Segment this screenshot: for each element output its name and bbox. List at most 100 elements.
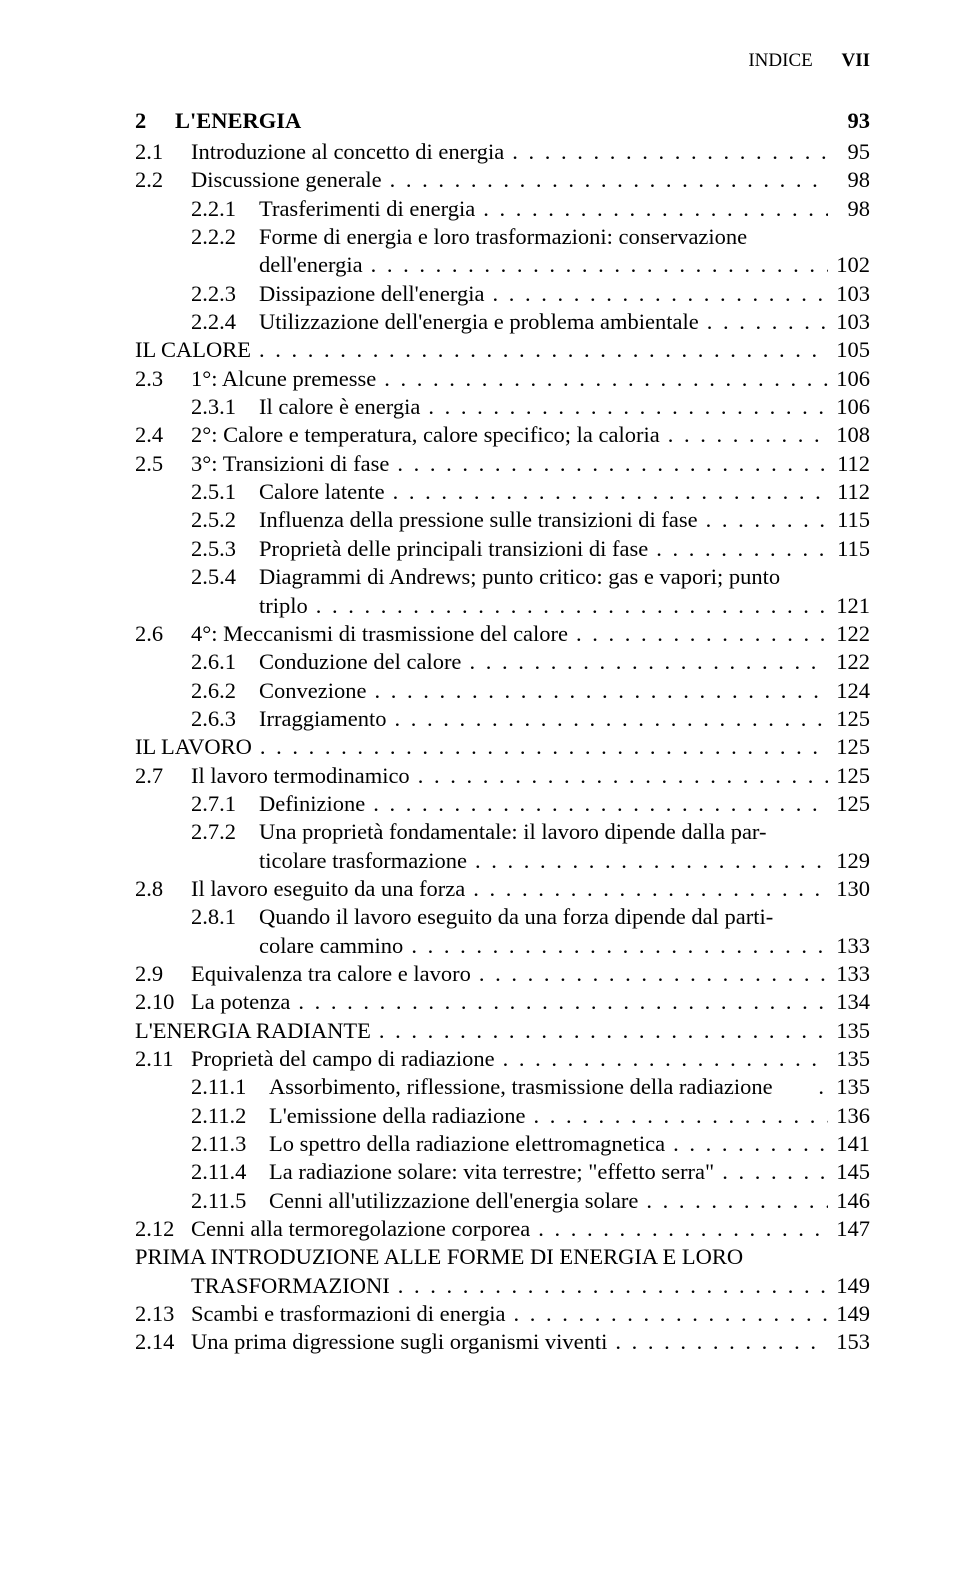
toc-entry: 2.42°: Calore e temperatura, calore spec… [135, 421, 870, 449]
leader-dots [484, 280, 828, 308]
leader-dots [461, 648, 828, 676]
entry-number: 2.5.1 [191, 478, 259, 506]
leader-dots [465, 875, 828, 903]
toc-entry: 2.5.2Influenza della pressione sulle tra… [135, 506, 870, 534]
entry-page: 124 [828, 677, 870, 705]
entry-number: 2.2.4 [191, 308, 259, 336]
toc-page: INDICE VII 2 L'ENERGIA 93 2.1Introduzion… [0, 0, 960, 1593]
entry-label: Una proprietà fondamentale: il lavoro di… [259, 818, 766, 846]
entry-page: 149 [828, 1300, 870, 1328]
chapter-number: 2 [135, 108, 175, 134]
leader-dots [251, 336, 828, 364]
entry-page: 153 [828, 1328, 870, 1356]
entry-number: 2.5.2 [191, 506, 259, 534]
leader-dots [665, 1130, 828, 1158]
toc-entry: 2.7.2Una proprietà fondamentale: il lavo… [135, 818, 870, 846]
entry-page: 147 [828, 1215, 870, 1243]
entry-page: 103 [828, 308, 870, 336]
toc-entry: IL CALORE105 [135, 336, 870, 364]
toc-entry: 2.64°: Meccanismi di trasmissione del ca… [135, 620, 870, 648]
leader-dots [607, 1328, 828, 1356]
entry-number: 2.2.1 [191, 195, 259, 223]
entry-page: 106 [828, 365, 870, 393]
entry-label: Forme di energia e loro trasformazioni: … [259, 223, 747, 251]
entry-page: 133 [828, 932, 870, 960]
chapter-page: 93 [848, 108, 871, 134]
entry-page: 134 [828, 988, 870, 1016]
entry-page: 98 [828, 166, 870, 194]
entry-number: 2.6.2 [191, 677, 259, 705]
entry-label: IL LAVORO [135, 733, 252, 761]
toc-entry: 2.9Equivalenza tra calore e lavoro133 [135, 960, 870, 988]
entry-page: 115 [828, 535, 870, 563]
leader-dots [471, 960, 828, 988]
toc-entry: 2.53°: Transizioni di fase112 [135, 450, 870, 478]
leader-dots [410, 762, 828, 790]
toc-entry: 2.2.4Utilizzazione dell'energia e proble… [135, 308, 870, 336]
entry-number: 2.8 [135, 875, 191, 903]
entry-label: Proprietà delle principali transizioni d… [259, 535, 648, 563]
toc-entry: 2.11.5Cenni all'utilizzazione dell'energ… [135, 1187, 870, 1215]
leader-dots [420, 393, 828, 421]
entry-number: 2.1 [135, 138, 191, 166]
running-header: INDICE VII [135, 50, 870, 72]
toc-entry: 2.12Cenni alla termoregolazione corporea… [135, 1215, 870, 1243]
entry-label: La radiazione solare: vita terrestre; "e… [269, 1158, 714, 1186]
entry-label: Lo spettro della radiazione elettromagne… [269, 1130, 665, 1158]
toc-entry: 2.7.1Definizione125 [135, 790, 870, 818]
entry-number: 2.14 [135, 1328, 191, 1356]
chapter-title: L'ENERGIA [175, 108, 836, 134]
entry-label: Il calore è energia [259, 393, 420, 421]
entry-label: Calore latente [259, 478, 385, 506]
entry-number: 2.5.3 [191, 535, 259, 563]
leader-dots [390, 1272, 828, 1300]
entry-page: 125 [828, 762, 870, 790]
toc-entry: colare cammino133 [135, 932, 870, 960]
entry-number: 2.12 [135, 1215, 191, 1243]
header-section: INDICE [748, 50, 812, 71]
toc-entries: 2.1Introduzione al concetto di energia95… [135, 138, 870, 1357]
leader-dots [699, 308, 828, 336]
entry-page: 122 [828, 648, 870, 676]
entry-label: Cenni all'utilizzazione dell'energia sol… [269, 1187, 638, 1215]
entry-page: 125 [828, 733, 870, 761]
toc-entry: 2.8.1Quando il lavoro eseguito da una fo… [135, 903, 870, 931]
entry-label: Una prima digressione sugli organismi vi… [191, 1328, 607, 1356]
leader-dots [495, 1045, 828, 1073]
entry-label: Conduzione del calore [259, 648, 461, 676]
entry-number: 2.2.2 [191, 223, 259, 251]
entry-number: 2.11.2 [191, 1102, 269, 1130]
entry-number: 2.7.1 [191, 790, 259, 818]
leader-dots [385, 478, 828, 506]
entry-number: 2.8.1 [191, 903, 259, 931]
toc-entry: L'ENERGIA RADIANTE135 [135, 1017, 870, 1045]
entry-label: Trasferimenti di energia [259, 195, 475, 223]
entry-page: 145 [828, 1158, 870, 1186]
toc-entry: 2.11Proprietà del campo di radiazione135 [135, 1045, 870, 1073]
entry-page: 135 [828, 1017, 870, 1045]
entry-number: 2.13 [135, 1300, 191, 1328]
entry-label: ticolare trasformazione [259, 847, 467, 875]
entry-number: 2.6.1 [191, 648, 259, 676]
entry-number: 2.2 [135, 166, 191, 194]
entry-number: 2.5 [135, 450, 191, 478]
toc-entry: ticolare trasformazione129 [135, 847, 870, 875]
entry-page: 121 [828, 592, 870, 620]
toc-entry: 2.7Il lavoro termodinamico125 [135, 762, 870, 790]
entry-page: 141 [828, 1130, 870, 1158]
entry-number: 2.2.3 [191, 280, 259, 308]
toc-entry: 2.13Scambi e trasformazioni di energia14… [135, 1300, 870, 1328]
leader-dots [382, 166, 828, 194]
entry-page: 108 [828, 421, 870, 449]
entry-page: 146 [828, 1187, 870, 1215]
toc-entry: 2.31°: Alcune premesse106 [135, 365, 870, 393]
entry-page: 115 [828, 506, 870, 534]
leader-dots [252, 733, 828, 761]
entry-label: IL CALORE [135, 336, 251, 364]
toc-entry: 2.14Una prima digressione sugli organism… [135, 1328, 870, 1356]
entry-number: 2.11.4 [191, 1158, 269, 1186]
entry-label: L'emissione della radiazione [269, 1102, 525, 1130]
entry-page: 125 [828, 705, 870, 733]
entry-label: Cenni alla termoregolazione corporea [191, 1215, 530, 1243]
entry-number: 2.11.5 [191, 1187, 269, 1215]
